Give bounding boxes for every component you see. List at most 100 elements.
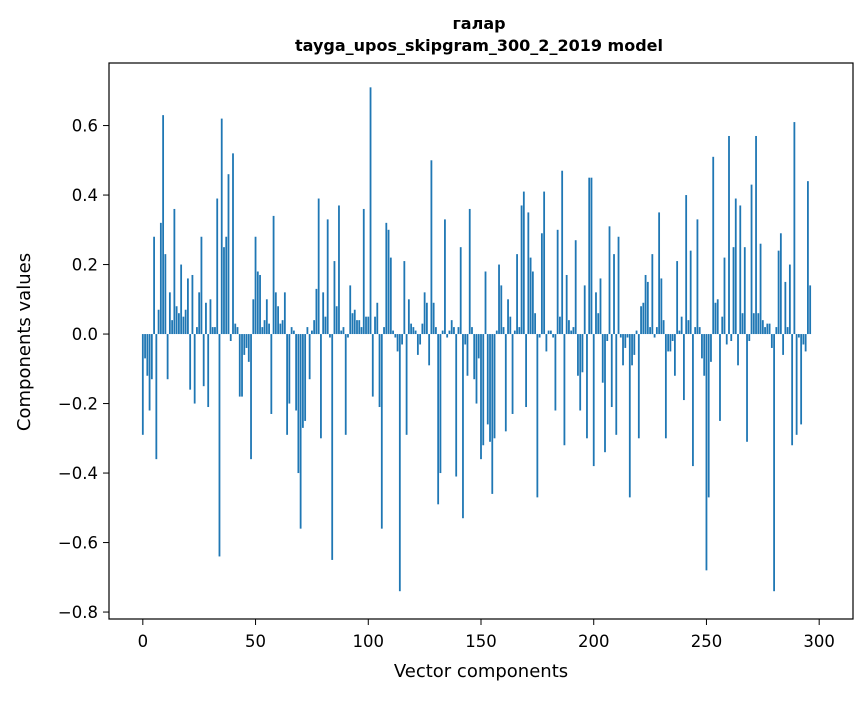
bar: [279, 323, 282, 335]
bar: [491, 334, 494, 494]
bar: [225, 236, 228, 335]
bar: [649, 327, 651, 335]
bar: [538, 334, 541, 338]
bar: [198, 292, 201, 335]
bar: [752, 313, 755, 335]
bar: [410, 323, 413, 335]
bar: [802, 334, 805, 345]
bar: [701, 334, 703, 359]
bar: [209, 299, 212, 335]
bar: [396, 334, 399, 352]
bar: [254, 236, 257, 335]
bar: [579, 334, 582, 411]
bar: [306, 327, 309, 335]
bar: [768, 323, 771, 335]
bar: [577, 334, 579, 376]
bar: [486, 334, 489, 425]
x-tick-label: 300: [803, 632, 835, 651]
bar: [308, 334, 311, 380]
bar: [477, 334, 480, 359]
bar: [694, 327, 697, 335]
bar: [292, 330, 295, 335]
bar: [428, 334, 431, 366]
bar: [272, 215, 275, 335]
bar: [610, 334, 613, 408]
bar: [401, 334, 403, 345]
bar: [599, 278, 602, 335]
bar: [473, 334, 476, 380]
bar: [182, 316, 185, 335]
bar: [676, 261, 679, 335]
bar: [741, 313, 744, 335]
bar: [295, 334, 298, 411]
bar: [464, 334, 467, 345]
bar: [561, 170, 564, 335]
bar: [484, 271, 487, 335]
y-tick-label: −0.4: [58, 464, 98, 483]
bar: [193, 334, 196, 404]
bar-series: [141, 87, 812, 592]
bar: [211, 327, 214, 335]
bar: [540, 233, 543, 335]
bar: [788, 264, 791, 335]
bar: [281, 320, 284, 335]
bar: [141, 334, 144, 435]
bar: [531, 271, 534, 335]
y-tick-label: −0.8: [58, 603, 98, 622]
bar: [482, 334, 485, 446]
bar: [256, 271, 259, 335]
bar: [683, 334, 685, 401]
bar: [344, 334, 347, 435]
bar: [365, 316, 367, 335]
bar: [301, 334, 304, 428]
bar: [685, 195, 688, 335]
bar: [764, 327, 766, 335]
bar: [511, 334, 514, 414]
bar: [320, 334, 322, 439]
bar: [425, 302, 428, 335]
bar: [360, 327, 363, 335]
bar: [554, 334, 557, 411]
bar: [766, 323, 769, 335]
bar: [692, 334, 694, 467]
y-axis-ticks: −0.8 −0.6 −0.4 −0.2 0.0 0.2 0.4 0.6: [58, 117, 109, 622]
bar: [270, 334, 273, 414]
bar: [441, 330, 444, 335]
bar: [757, 313, 760, 335]
bar: [457, 327, 460, 335]
bar: [216, 198, 219, 335]
bar: [680, 316, 683, 335]
bar: [786, 327, 789, 335]
bar: [527, 212, 530, 335]
bar: [405, 334, 408, 435]
bar: [549, 330, 552, 335]
bar: [728, 135, 730, 335]
bar: [444, 219, 446, 335]
bar: [268, 323, 270, 335]
bar: [502, 327, 505, 335]
bar: [633, 334, 636, 355]
bar: [797, 334, 800, 338]
bar: [338, 205, 340, 335]
y-tick-label: 0.0: [72, 325, 98, 344]
chart-subtitle: tayga_upos_skipgram_300_2_2019 model: [295, 36, 663, 55]
bar: [723, 257, 726, 335]
bar: [782, 334, 785, 355]
bar: [712, 156, 715, 335]
bar: [202, 334, 205, 387]
bar: [583, 285, 586, 335]
bar: [157, 309, 160, 335]
bar: [369, 87, 372, 335]
bar: [800, 334, 803, 425]
bar: [437, 334, 440, 505]
bar: [243, 334, 246, 355]
chart-title: галар: [452, 14, 505, 33]
bar: [644, 274, 647, 335]
bar: [615, 334, 618, 435]
bar: [559, 316, 561, 335]
bar: [631, 334, 633, 366]
bar: [671, 334, 674, 341]
bar: [362, 208, 365, 335]
bar: [568, 320, 570, 335]
